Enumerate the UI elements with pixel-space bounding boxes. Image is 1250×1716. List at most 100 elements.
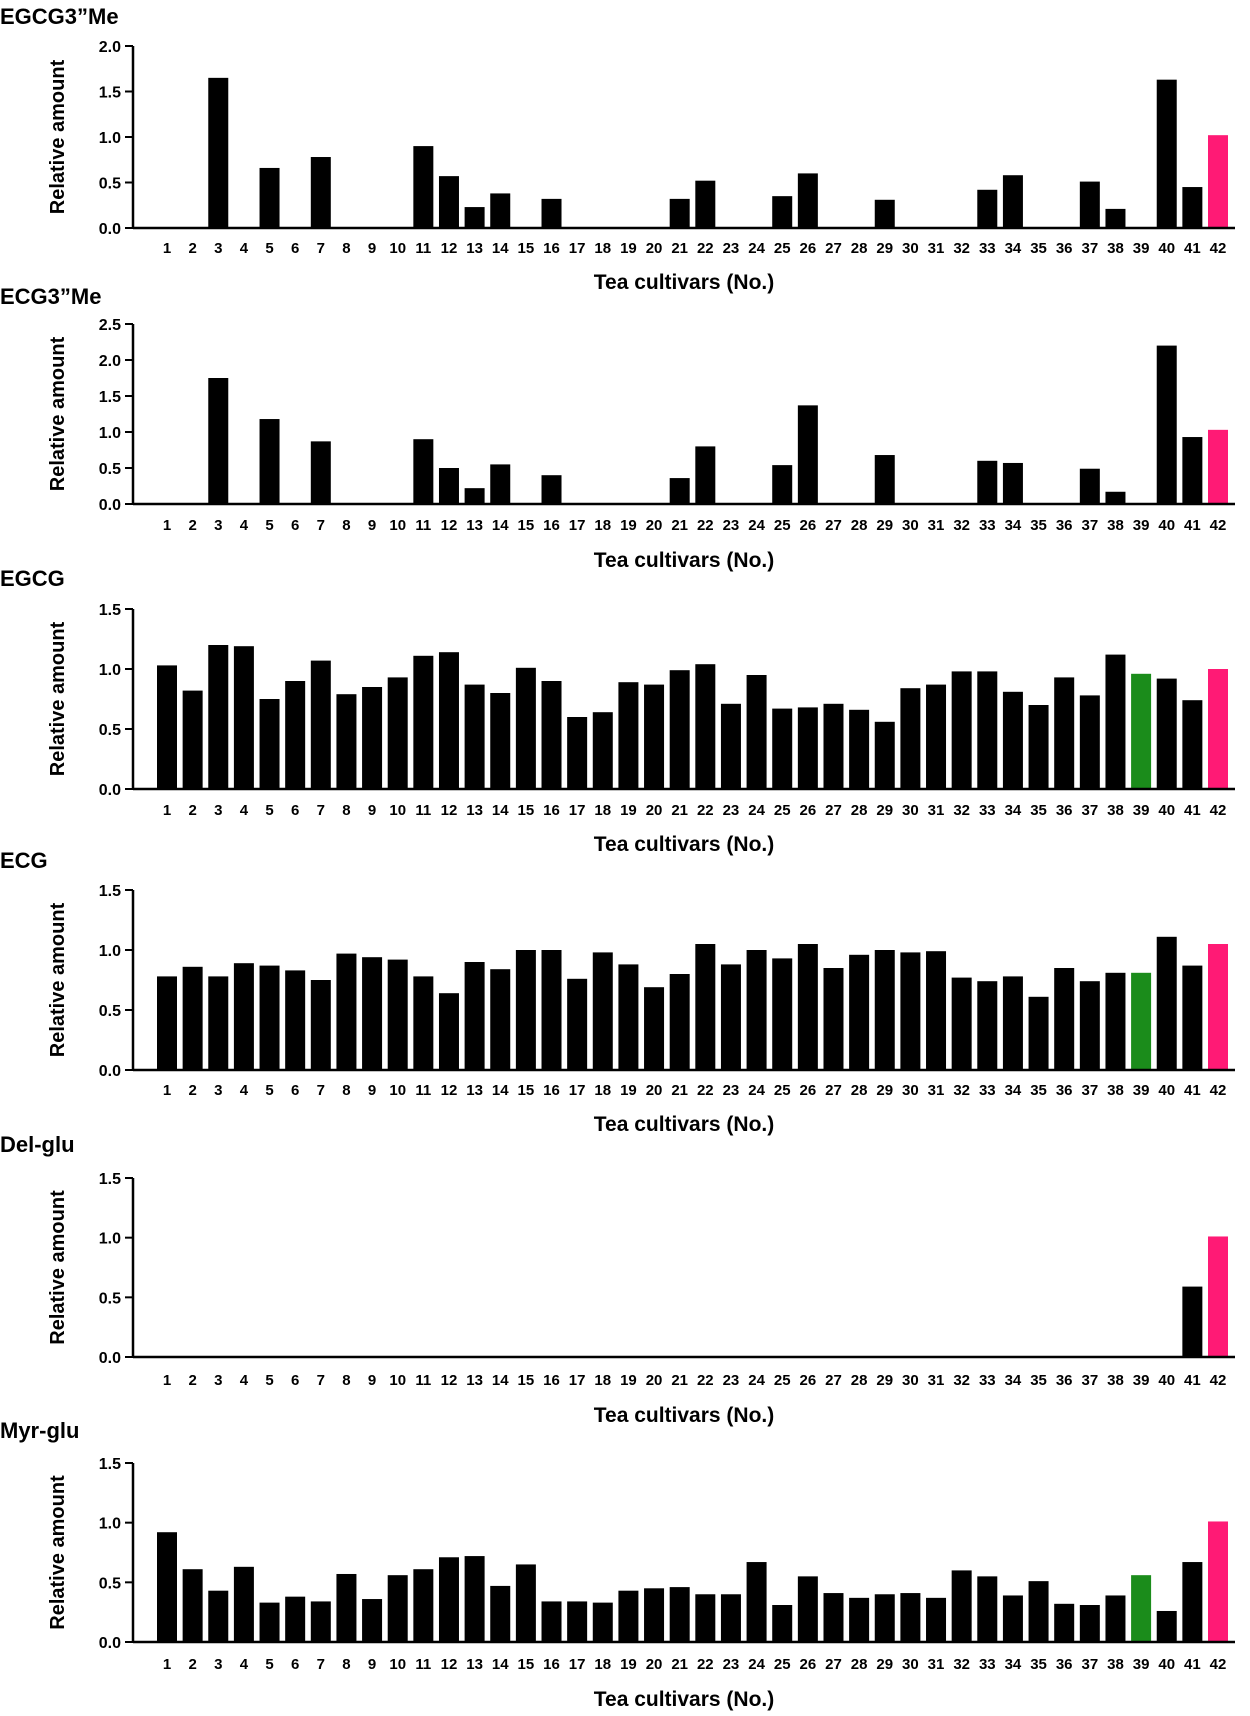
- panel-4-bar-25: [772, 958, 793, 1070]
- panel-1-x-tick-label-5: 5: [265, 240, 273, 257]
- panel-2-x-tick-label-7: 7: [317, 517, 325, 534]
- panel-1-bar-12: [438, 176, 459, 228]
- panel-2-bar-33: [977, 460, 998, 504]
- panel-6-y-axis-label: Relative amount: [47, 1475, 69, 1630]
- panel-4-x-tick-label-31: 31: [928, 1082, 945, 1099]
- panel-1-x-tick-label-15: 15: [518, 240, 535, 257]
- panel-6-x-tick-label-28: 28: [851, 1656, 868, 1673]
- panel-4-x-tick-label-20: 20: [646, 1082, 663, 1099]
- panel-6-bar-13: [464, 1556, 485, 1642]
- panel-1-x-tick-label-4: 4: [240, 240, 249, 257]
- panel-3-bar-29: [874, 721, 895, 789]
- panel-4-x-tick-label-28: 28: [851, 1082, 868, 1099]
- panel-6-y-tick-label: 1.5: [99, 1456, 121, 1473]
- panel-2-x-tick-label-29: 29: [876, 517, 893, 534]
- panel-4-y-tick-label: 0.5: [99, 1003, 121, 1020]
- panel-3-x-tick-label-8: 8: [342, 802, 350, 819]
- panel-6-x-tick-label-42: 42: [1210, 1656, 1227, 1673]
- panel-4-bar-32: [951, 977, 972, 1070]
- panel-1-x-tick-label-19: 19: [620, 240, 637, 257]
- panel-4-x-tick-label-7: 7: [317, 1082, 325, 1099]
- panel-4-bar-15: [515, 950, 536, 1070]
- panel-5-x-tick-label-19: 19: [620, 1372, 637, 1389]
- panel-3-bar-20: [644, 684, 665, 789]
- panel-4-bar-36: [1054, 968, 1075, 1070]
- panel-6-bar-17: [567, 1601, 588, 1642]
- panel-3-bar-37: [1079, 695, 1100, 789]
- panel-4-x-tick-label-3: 3: [214, 1082, 222, 1099]
- panel-6-bar-42: [1208, 1521, 1228, 1642]
- panel-3-x-tick-label-10: 10: [389, 802, 406, 819]
- panel-4-x-tick-label-17: 17: [569, 1082, 586, 1099]
- panel-5-x-tick-label-27: 27: [825, 1372, 842, 1389]
- panel-3-x-tick-label-33: 33: [979, 802, 996, 819]
- panel-4-x-axis-label: Tea cultivars (No.): [594, 1113, 775, 1136]
- panel-1-bar-37: [1079, 181, 1100, 228]
- panel-1-x-tick-label-22: 22: [697, 240, 714, 257]
- panel-4-bar-9: [362, 957, 383, 1070]
- panel-3-x-tick-label-11: 11: [415, 802, 431, 819]
- panel-4-x-tick-label-38: 38: [1107, 1082, 1124, 1099]
- panel-2-x-tick-label-9: 9: [368, 517, 376, 534]
- panel-4-x-tick-label-24: 24: [748, 1082, 765, 1099]
- panel-1-bar-38: [1105, 208, 1126, 228]
- panel-6-bar-9: [362, 1599, 383, 1642]
- panel-3-bar-9: [362, 687, 383, 789]
- panel-6-x-tick-label-24: 24: [748, 1656, 765, 1673]
- panel-5-x-tick-label-9: 9: [368, 1372, 376, 1389]
- panel-3-x-tick-label-19: 19: [620, 802, 637, 819]
- panel-3-x-tick-label-14: 14: [492, 802, 509, 819]
- panel-5-x-tick-label-32: 32: [953, 1372, 970, 1389]
- panel-4-x-tick-label-37: 37: [1081, 1082, 1098, 1099]
- panel-1-x-tick-label-34: 34: [1005, 240, 1022, 257]
- panel-3-bar-38: [1105, 654, 1126, 789]
- panel-6-x-tick-label-31: 31: [928, 1656, 945, 1673]
- panel-2-x-tick-label-11: 11: [415, 517, 431, 534]
- panel-1-x-tick-label-25: 25: [774, 240, 791, 257]
- panel-4-bar-31: [926, 951, 947, 1070]
- panel-6-bar-39: [1131, 1575, 1152, 1642]
- panel-6-bar-3: [208, 1590, 229, 1642]
- panel-4-x-tick-label-27: 27: [825, 1082, 842, 1099]
- panel-6-x-tick-label-8: 8: [342, 1656, 350, 1673]
- panel-2-x-tick-label-35: 35: [1030, 517, 1047, 534]
- panel-1-x-tick-label-42: 42: [1210, 240, 1227, 257]
- panel-3-x-tick-label-17: 17: [569, 802, 586, 819]
- panel-2-bar-11: [413, 439, 434, 504]
- panel-4-bar-8: [336, 953, 357, 1070]
- panel-5-x-tick-label-42: 42: [1210, 1372, 1227, 1389]
- panel-6-x-tick-label-33: 33: [979, 1656, 996, 1673]
- panel-2-x-tick-label-16: 16: [543, 517, 560, 534]
- panel-3-x-tick-label-37: 37: [1081, 802, 1098, 819]
- panel-1-x-tick-label-11: 11: [415, 240, 431, 257]
- panel-1-x-tick-label-14: 14: [492, 240, 509, 257]
- panel-4-bar-12: [438, 993, 459, 1070]
- panel-6-x-tick-label-2: 2: [188, 1656, 196, 1673]
- panel-3-y-tick-label: 0.5: [99, 722, 121, 739]
- panel-3-x-tick-label-23: 23: [723, 802, 740, 819]
- panel-5-x-tick-label-41: 41: [1184, 1372, 1201, 1389]
- panel-4-bar-4: [233, 963, 254, 1070]
- panel-6-bar-21: [669, 1587, 690, 1642]
- panel-4-x-tick-label-10: 10: [389, 1082, 406, 1099]
- panel-6-x-tick-label-23: 23: [723, 1656, 740, 1673]
- panel-4-x-tick-label-12: 12: [441, 1082, 458, 1099]
- panel-2-x-tick-label-2: 2: [188, 517, 196, 534]
- panel-4-x-tick-label-29: 29: [876, 1082, 893, 1099]
- panel-3-x-tick-label-31: 31: [928, 802, 945, 819]
- panel-4-bar-28: [849, 954, 870, 1070]
- panel-3-x-tick-label-39: 39: [1133, 802, 1150, 819]
- panel-3-bar-32: [951, 671, 972, 789]
- panel-4-y-tick-label: 0.0: [99, 1063, 121, 1080]
- panel-5-x-tick-label-10: 10: [389, 1372, 406, 1389]
- panel-6-bar-25: [772, 1605, 793, 1642]
- panel-3-bar-5: [259, 699, 280, 789]
- panel-3-bar-25: [772, 708, 793, 789]
- panel-6-x-tick-label-9: 9: [368, 1656, 376, 1673]
- panel-5-x-tick-label-8: 8: [342, 1372, 350, 1389]
- panel-4-bar-13: [464, 962, 485, 1070]
- panel-3-bar-27: [823, 703, 844, 789]
- panel-6-x-tick-label-3: 3: [214, 1656, 222, 1673]
- panel-2-x-tick-label-26: 26: [800, 517, 817, 534]
- panel-2-x-tick-label-31: 31: [928, 517, 945, 534]
